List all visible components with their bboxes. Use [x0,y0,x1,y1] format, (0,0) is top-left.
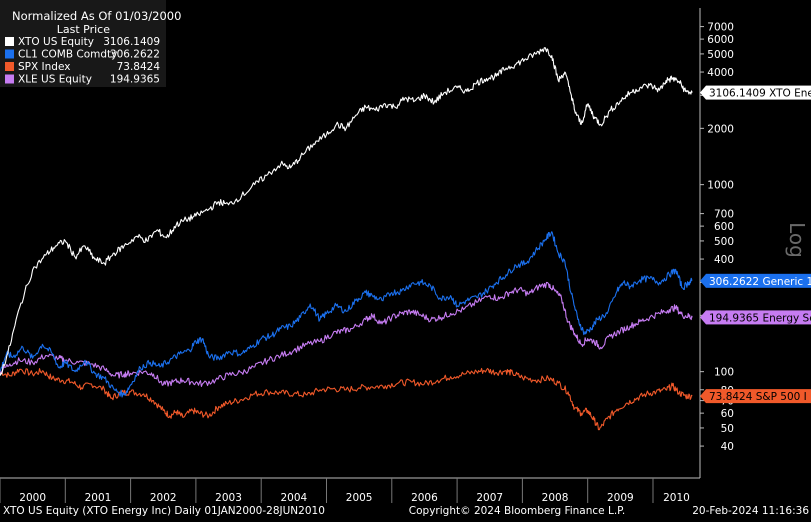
footer-left: XTO US Equity (XTO Energy Inc) Daily 01J… [3,505,325,517]
x-tick-label: 2004 [280,492,307,504]
legend-series-name: CL1 COMB Comdty [18,49,117,61]
y-tick-label: 500 [714,236,734,248]
value-tag-arrow [700,273,706,288]
value-tag-label: 73.8424 S&P 500 I [709,391,807,403]
footer-center: Copyright© 2024 Bloomberg Finance L.P. [409,505,625,517]
value-tag-arrow [700,389,706,404]
legend-swatch [5,49,14,59]
x-tick-label: 2009 [607,492,634,504]
x-tick-label: 2000 [19,492,46,504]
x-tick-label: 2007 [476,492,503,504]
x-tick-label: 2005 [346,492,373,504]
legend-series-value: 306.2622 [110,49,160,61]
y-tick-label: 600 [714,221,734,233]
y-tick-label: 6000 [707,34,734,46]
footer-right: 20-Feb-2024 11:16:36 [692,505,809,517]
legend-series-value: 73.8424 [117,61,161,73]
x-tick-label: 2006 [411,492,438,504]
series-line-3 [0,281,693,387]
x-tick-label: 2003 [215,492,242,504]
y-tick-label: 700 [714,209,734,221]
value-tag-box [706,85,811,100]
legend-series-value: 194.9365 [110,74,160,86]
y-tick-label: 1000 [707,180,734,192]
legend-series-value: 3106.1409 [103,36,160,48]
value-tag-box [706,389,811,404]
x-tick-label: 2008 [542,492,569,504]
legend-swatch [5,37,14,46]
series-line-2 [0,367,693,431]
y-tick-label: 40 [721,441,734,453]
legend-swatch [5,74,14,84]
y-tick-label: 5000 [707,49,734,61]
value-tag-box [706,310,811,325]
legend-swatch [5,62,14,71]
value-tag-arrow [700,310,706,325]
x-axis: 2000 2001 2002 2003 2004 2005 2006 2007 2008 2009… [0,477,700,504]
legend-series-name: XTO US Equity [18,36,94,48]
value-tag-label: 306.2622 Generic 1 [709,276,811,288]
y-tick-label: 50 [721,423,734,435]
series-layer [0,47,693,431]
y-tick-label: 7000 [707,22,734,34]
value-tag-box [706,273,811,288]
value-tag-label: 194.9365 Energy Se [709,312,811,324]
value-tag-arrow [700,85,706,100]
y-tick-label: 4000 [707,67,734,79]
legend-title: Normalized As Of 01/03/2000 [12,9,181,23]
y-tick-label: 400 [714,254,734,266]
legend-series-name: XLE US Equity [18,74,92,86]
value-tag-label: 3106.1409 XTO Energ [709,88,811,100]
x-tick-label: 2001 [85,492,112,504]
y-tick-label: 60 [721,408,734,420]
footer: XTO US Equity (XTO Energy Inc) Daily 01J… [3,505,809,517]
scale-label: Log [785,222,809,258]
x-tick-label: 2010 [663,492,690,504]
value-tags: 3106.1409 XTO Energ 306.2622 Generic 1 73.… [700,85,811,404]
y-tick-label: 2000 [707,123,734,135]
series-line-0 [0,47,693,376]
x-tick-label: 2002 [150,492,177,504]
legend-box: Normalized As Of 01/03/2000 Last Price X… [0,0,181,87]
legend-subtitle: Last Price [57,23,110,36]
legend-series-name: SPX Index [18,61,70,73]
y-tick-label: 100 [714,367,734,379]
series-line-1 [0,231,693,398]
